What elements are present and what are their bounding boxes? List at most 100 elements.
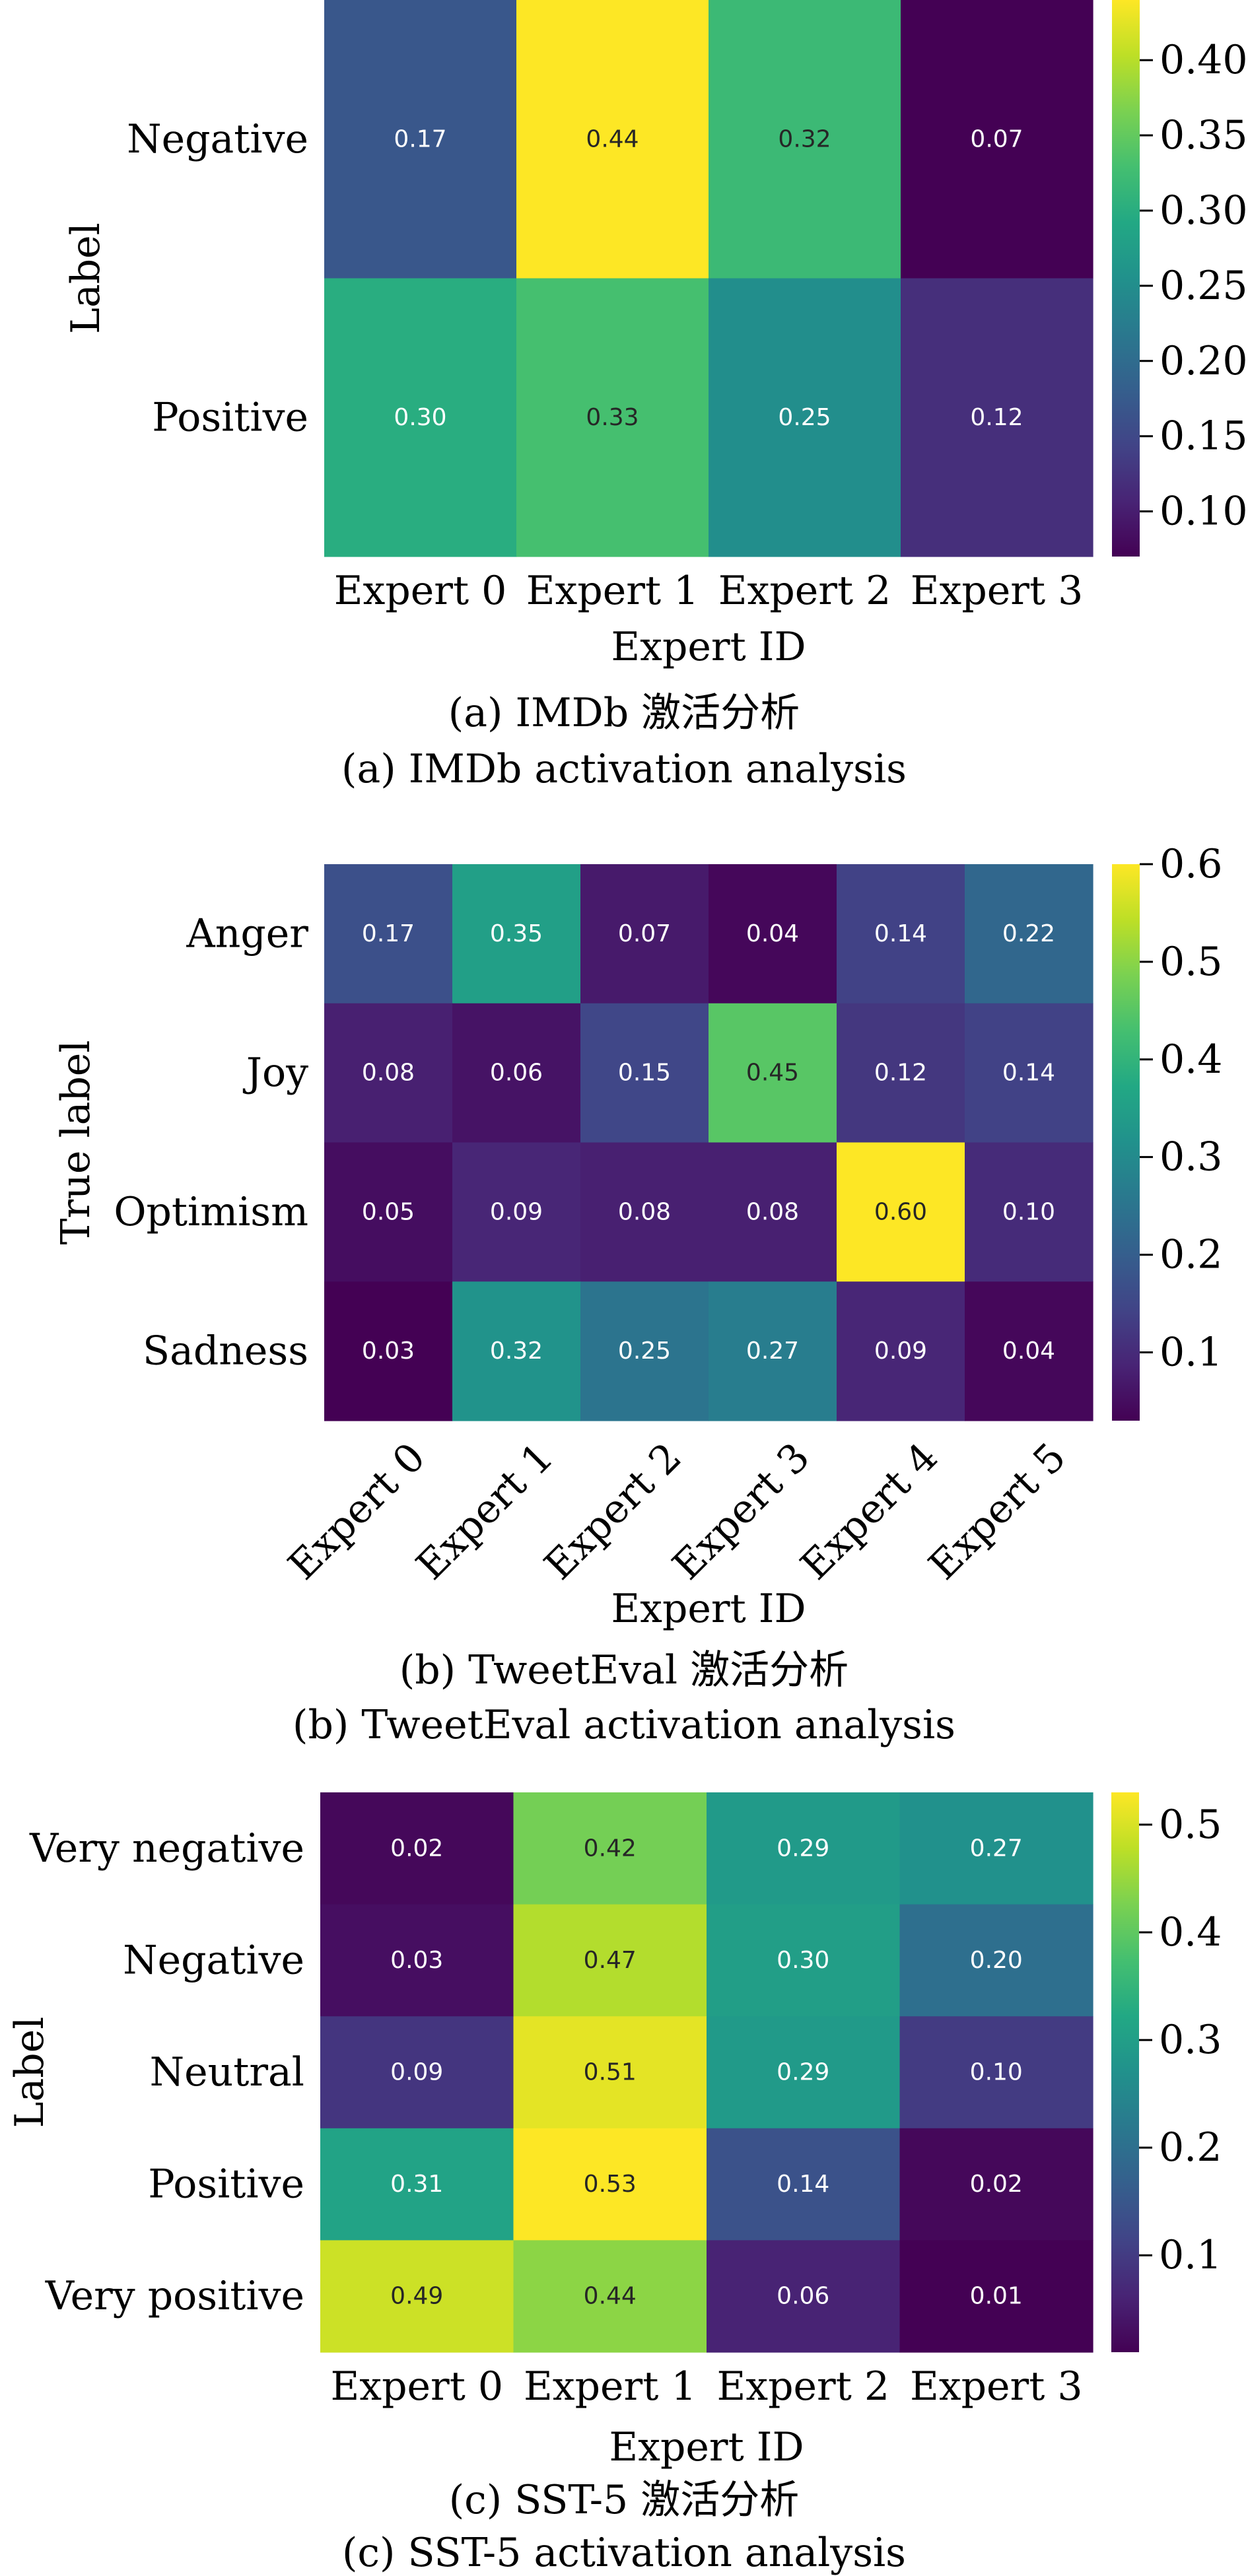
cell-value-label: 0.10 — [1002, 1198, 1055, 1225]
cell-value-label: 0.32 — [778, 125, 831, 153]
cell-value-label: 0.08 — [362, 1060, 415, 1087]
x-axis-label: Expert ID — [611, 1586, 806, 1632]
heatmap-cell — [452, 1281, 581, 1421]
heatmap-cell — [320, 2240, 514, 2353]
heatmap-cell — [324, 1003, 453, 1143]
colorbar-tick-label: 0.30 — [1160, 187, 1248, 234]
cell-value-label: 0.04 — [746, 920, 799, 947]
heatmap-cell — [324, 864, 453, 1004]
cell-value-label: 0.32 — [490, 1338, 543, 1365]
heatmap-cell — [899, 2128, 1093, 2241]
heatmap-cell — [709, 1142, 837, 1282]
cell-value-label: 0.02 — [390, 1835, 443, 1862]
heatmap-cell — [709, 0, 901, 279]
x-axis-label: Expert ID — [611, 624, 806, 670]
y-axis-label: Label — [7, 2017, 53, 2128]
cell-value-label: 0.14 — [777, 2171, 829, 2198]
y-tick-label: Sadness — [143, 1328, 308, 1374]
x-tick-label: Expert 0 — [334, 568, 507, 614]
cell-value-label: 0.17 — [362, 920, 415, 947]
heatmap-cell — [709, 1003, 837, 1143]
cell-value-label: 0.03 — [390, 1947, 443, 1974]
cell-value-label: 0.17 — [394, 125, 446, 153]
heatmap-panel-tweeteval: 0.17 0.35 0.07 0.04 0.14 0.22 0.08 0.06 0.15 0.45… — [53, 841, 1222, 1748]
y-tick-label: Optimism — [114, 1189, 308, 1235]
heatmap-cell — [837, 1142, 965, 1282]
cell-value-label: 0.44 — [584, 2283, 637, 2310]
colorbar-tick-label: 0.25 — [1160, 263, 1248, 309]
heatmap-cell — [707, 2128, 901, 2241]
heatmap-cell — [899, 2016, 1093, 2129]
cell-value-label: 0.35 — [490, 920, 543, 947]
y-tick-label: Positive — [148, 2161, 304, 2208]
cell-value-label: 0.12 — [874, 1060, 927, 1087]
cell-value-label: 0.25 — [778, 404, 831, 431]
heatmap-panel-imdb: 0.17 0.44 0.32 0.07 0.30 0.33 0.25 0.12 Negative… — [63, 0, 1248, 792]
caption-english: (a) IMDb activation analysis — [341, 746, 907, 792]
cell-value-label: 0.47 — [584, 1947, 637, 1974]
cell-value-label: 0.02 — [970, 2171, 1023, 2198]
y-tick-label: Very positive — [45, 2273, 304, 2319]
colorbar-tick-label: 0.15 — [1160, 413, 1248, 459]
cell-value-label: 0.07 — [618, 920, 671, 947]
y-tick-label: Anger — [186, 910, 308, 957]
cell-value-label: 0.05 — [362, 1198, 415, 1225]
x-tick-label: Expert 2 — [718, 568, 891, 614]
heatmap-cell — [513, 2016, 707, 2129]
heatmap-cell — [324, 0, 517, 279]
heatmap-cell — [513, 1792, 707, 1905]
cell-value-label: 0.01 — [970, 2283, 1023, 2310]
cell-value-label: 0.09 — [490, 1198, 543, 1225]
cell-value-label: 0.27 — [746, 1338, 799, 1365]
x-tick-label: Expert 3 — [910, 2363, 1083, 2410]
heatmap-cell — [837, 1003, 965, 1143]
colorbar-tick-label: 0.4 — [1160, 1036, 1222, 1083]
heatmap-cell — [965, 1281, 1093, 1421]
heatmap-cell — [707, 1904, 901, 2017]
cell-value-label: 0.06 — [777, 2283, 829, 2310]
heatmap-cell — [899, 2240, 1093, 2353]
colorbar — [1111, 1792, 1139, 2352]
colorbar — [1112, 0, 1140, 557]
x-axis-label: Expert ID — [609, 2424, 804, 2470]
cell-value-label: 0.45 — [746, 1060, 799, 1087]
heatmap-cell — [965, 1142, 1093, 1282]
colorbar — [1112, 864, 1140, 1421]
caption-english: (c) SST-5 activation analysis — [342, 2530, 906, 2576]
x-tick-label: Expert 0 — [330, 2363, 503, 2410]
heatmap-cell — [709, 1281, 837, 1421]
colorbar-tick-label: 0.5 — [1160, 939, 1222, 985]
heatmap-cell — [707, 2240, 901, 2353]
cell-value-label: 0.49 — [390, 2283, 443, 2310]
heatmap-cell — [901, 278, 1093, 557]
y-axis-label: True label — [53, 1040, 99, 1245]
heatmap-cell — [709, 864, 837, 1004]
colorbar-tick-label: 0.6 — [1160, 841, 1222, 887]
heatmap-cell — [516, 0, 709, 279]
cell-value-label: 0.09 — [390, 2059, 443, 2086]
x-tick-label: Expert 3 — [664, 1434, 818, 1588]
heatmap-cell — [899, 1792, 1093, 1905]
y-tick-label: Negative — [123, 1937, 304, 1983]
colorbar-tick-label: 0.10 — [1160, 489, 1248, 535]
heatmap-cell — [707, 1792, 901, 1905]
heatmap-cell — [580, 1142, 709, 1282]
colorbar-tick-label: 0.40 — [1160, 37, 1248, 83]
cell-value-label: 0.30 — [394, 404, 446, 431]
cell-value-label: 0.53 — [584, 2171, 637, 2198]
x-tick-label: Expert 3 — [911, 568, 1084, 614]
heatmap-cell — [320, 1904, 514, 2017]
cell-value-label: 0.25 — [618, 1338, 671, 1365]
caption-chinese: (b) TweetEval 激活分析 — [399, 1647, 849, 1693]
cell-value-label: 0.14 — [874, 920, 927, 947]
cell-value-label: 0.15 — [618, 1060, 671, 1087]
cell-value-label: 0.29 — [777, 1835, 829, 1862]
heatmap-cell — [513, 2128, 707, 2241]
cell-value-label: 0.14 — [1002, 1060, 1055, 1087]
heatmap-cells: 0.02 0.42 0.29 0.27 0.03 0.47 0.30 0.20 0.09 0.51… — [320, 1792, 1093, 2353]
x-tick-label: Expert 1 — [407, 1434, 562, 1588]
heatmap-cells: 0.17 0.35 0.07 0.04 0.14 0.22 0.08 0.06 0.15 0.45… — [324, 864, 1093, 1421]
cell-value-label: 0.31 — [390, 2171, 443, 2198]
heatmap-cell — [965, 864, 1093, 1004]
